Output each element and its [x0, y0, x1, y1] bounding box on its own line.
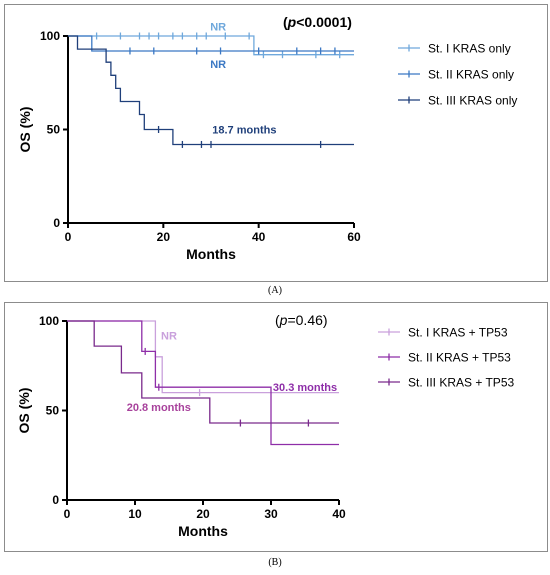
x-axis-title: Months — [186, 246, 236, 262]
y-tick-label: 100 — [40, 29, 60, 43]
km-curve-2 — [67, 320, 339, 446]
legend-label: St. I KRAS only — [428, 42, 511, 56]
p-value-label: (p<0.0001) — [283, 14, 352, 30]
median-annotation: 30.3 months — [273, 382, 337, 394]
km-panel-a: 0 50 100 0 20 40 60 Months OS (%) NR NR 18.7 months… — [4, 4, 548, 282]
x-tick-label: 20 — [196, 507, 210, 521]
km-panel-b: 0 50 100 0 10 20 30 40 Months OS (%) NR 30.3 months… — [4, 302, 548, 552]
legend-label: St. II KRAS + TP53 — [408, 351, 511, 365]
x-tick-label: 0 — [64, 507, 71, 521]
p-value-label: (p=0.46) — [275, 312, 328, 328]
median-annotation: NR — [210, 59, 226, 71]
legend-label: St. II KRAS only — [428, 68, 514, 82]
km-curve-2 — [68, 35, 354, 52]
y-tick-label: 100 — [39, 314, 59, 328]
y-axis-title: OS (%) — [17, 107, 33, 153]
x-axis-title: Months — [178, 523, 228, 539]
y-axis-title: OS (%) — [16, 388, 32, 434]
y-tick-label: 0 — [52, 493, 59, 507]
median-annotation: NR — [161, 330, 177, 342]
median-annotation: 18.7 months — [212, 125, 276, 137]
km-curve-3 — [68, 35, 354, 146]
legend-label: St. I KRAS + TP53 — [408, 326, 508, 340]
y-tick-label: 50 — [47, 123, 61, 137]
x-tick-label: 40 — [252, 230, 266, 244]
y-tick-label: 0 — [53, 216, 60, 230]
legend-label: St. III KRAS + TP53 — [408, 376, 514, 390]
km-chart-a: 0 50 100 0 20 40 60 Months OS (%) NR NR 18.7 months… — [17, 14, 517, 262]
km-curve-3 — [67, 320, 339, 424]
legend-label: St. III KRAS only — [428, 94, 517, 108]
median-annotation: NR — [210, 22, 226, 34]
panel-a-caption: (A) — [268, 285, 282, 296]
y-tick-label: 50 — [46, 404, 60, 418]
x-tick-label: 60 — [347, 230, 361, 244]
median-annotation: 20.8 months — [127, 402, 191, 414]
km-chart-b: 0 50 100 0 10 20 30 40 Months OS (%) NR 30.3 months… — [16, 312, 514, 539]
x-tick-label: 30 — [264, 507, 278, 521]
x-tick-label: 20 — [157, 230, 171, 244]
km-curve-1 — [68, 35, 354, 56]
panel-b-caption: (B) — [268, 557, 282, 568]
x-tick-label: 0 — [65, 230, 72, 244]
x-tick-label: 10 — [128, 507, 142, 521]
x-tick-label: 40 — [332, 507, 346, 521]
